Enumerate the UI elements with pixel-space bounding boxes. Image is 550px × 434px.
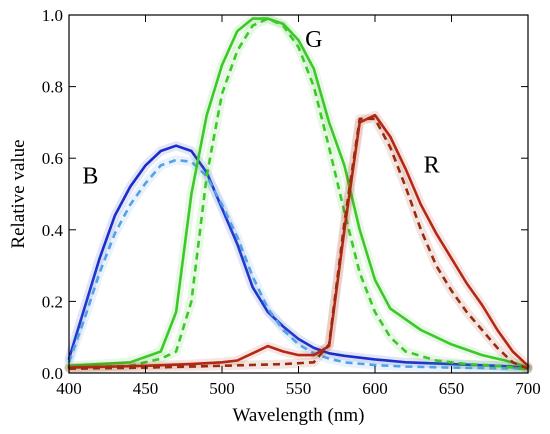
- x-tick-label: 550: [286, 379, 312, 398]
- x-tick-label: 400: [56, 379, 82, 398]
- series-annotation-r: R: [424, 153, 440, 179]
- series-annotation-g: G: [305, 27, 322, 53]
- y-axis-title: Relative value: [8, 139, 29, 248]
- y-tick-label: 0.6: [42, 149, 63, 168]
- series-line-g-solid: [67, 17, 530, 369]
- y-tick-label: 0.0: [42, 364, 63, 383]
- series-line-b-solid: [67, 144, 530, 369]
- series-halo-b-solid: [64, 141, 533, 373]
- axis-labels: Wavelength (nm) Relative value: [8, 139, 364, 426]
- series-annotation-b: B: [82, 163, 98, 189]
- x-axis-title: Wavelength (nm): [233, 405, 365, 426]
- series-halo-r-solid: [64, 110, 533, 373]
- series-line-g-dashed: [68, 17, 529, 371]
- plot-area: B G R: [64, 14, 533, 374]
- x-tick-label: 450: [133, 379, 159, 398]
- x-tick-label: 500: [209, 379, 235, 398]
- axis-ticks: 400 450 500 550 600 650 700 0.0 0.2 0.4 0.6 0.8 1.0: [42, 6, 541, 398]
- y-tick-label: 0.4: [42, 221, 64, 240]
- y-tick-label: 0.2: [42, 292, 63, 311]
- y-tick-label: 1.0: [42, 6, 63, 25]
- y-tick-label: 0.8: [42, 78, 63, 97]
- series-halo-r-dashed: [64, 114, 533, 374]
- x-tick-label: 600: [362, 379, 388, 398]
- x-tick-label: 700: [515, 379, 541, 398]
- series-line-b-dashed: [67, 158, 529, 370]
- series-line-r-dashed: [68, 117, 529, 370]
- series-line-r-solid: [67, 113, 530, 369]
- x-tick-label: 650: [439, 379, 465, 398]
